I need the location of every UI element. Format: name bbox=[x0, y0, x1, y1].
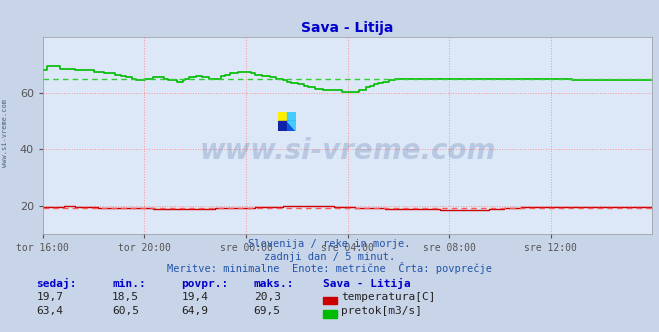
Text: Slovenija / reke in morje.: Slovenija / reke in morje. bbox=[248, 239, 411, 249]
Text: www.si-vreme.com: www.si-vreme.com bbox=[2, 99, 9, 167]
Text: www.si-vreme.com: www.si-vreme.com bbox=[200, 137, 496, 165]
Text: 63,4: 63,4 bbox=[36, 306, 63, 316]
Text: temperatura[C]: temperatura[C] bbox=[341, 292, 436, 302]
Text: sedaj:: sedaj: bbox=[36, 278, 76, 289]
Text: Sava - Litija: Sava - Litija bbox=[323, 278, 411, 289]
Text: 69,5: 69,5 bbox=[254, 306, 281, 316]
Text: maks.:: maks.: bbox=[254, 279, 294, 289]
Text: 60,5: 60,5 bbox=[112, 306, 139, 316]
Title: Sava - Litija: Sava - Litija bbox=[301, 21, 394, 35]
Bar bbox=[277, 112, 287, 122]
Text: zadnji dan / 5 minut.: zadnji dan / 5 minut. bbox=[264, 252, 395, 262]
Text: povpr.:: povpr.: bbox=[181, 279, 229, 289]
Bar bbox=[287, 112, 296, 122]
Text: 19,4: 19,4 bbox=[181, 292, 208, 302]
Polygon shape bbox=[287, 122, 296, 131]
Bar bbox=[277, 122, 287, 131]
Text: 64,9: 64,9 bbox=[181, 306, 208, 316]
Text: 18,5: 18,5 bbox=[112, 292, 139, 302]
Bar bbox=[287, 122, 296, 131]
Text: 19,7: 19,7 bbox=[36, 292, 63, 302]
Text: min.:: min.: bbox=[112, 279, 146, 289]
Text: 20,3: 20,3 bbox=[254, 292, 281, 302]
Text: Meritve: minimalne  Enote: metrične  Črta: povprečje: Meritve: minimalne Enote: metrične Črta:… bbox=[167, 262, 492, 274]
Text: pretok[m3/s]: pretok[m3/s] bbox=[341, 306, 422, 316]
